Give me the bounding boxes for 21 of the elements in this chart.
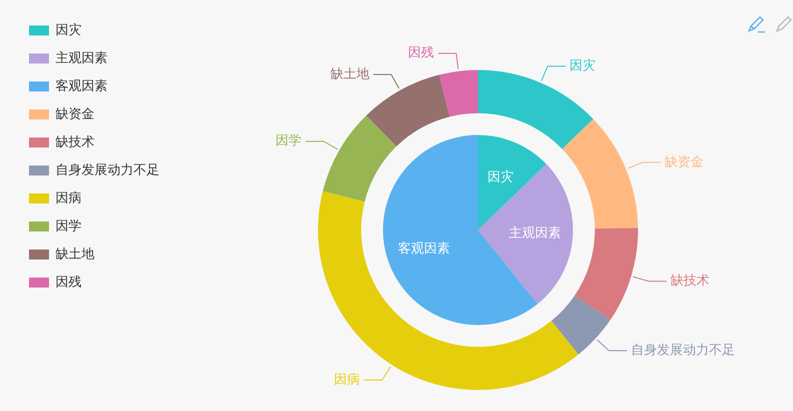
legend-label: 因学 bbox=[56, 218, 82, 234]
legend-label: 缺土地 bbox=[56, 246, 94, 262]
legend-label: 缺资金 bbox=[56, 106, 94, 122]
slice-label: 主观因素 bbox=[508, 224, 561, 241]
legend-label: 主观因素 bbox=[56, 50, 108, 66]
slice-label: 因残 bbox=[408, 46, 434, 61]
slice-label: 因病 bbox=[334, 372, 360, 388]
legend-label: 因病 bbox=[56, 190, 82, 206]
slice-label: 客观因素 bbox=[398, 240, 450, 256]
slice-label: 缺资金 bbox=[664, 154, 704, 170]
slice-label: 自身发展动力不足 bbox=[630, 342, 735, 358]
legend-label: 自身发展动力不足 bbox=[56, 162, 160, 178]
slice-label: 因学 bbox=[276, 134, 302, 149]
legend-label: 因残 bbox=[56, 274, 82, 290]
slice-label: 缺技术 bbox=[670, 274, 710, 289]
legend-label: 缺技术 bbox=[56, 134, 94, 150]
slice-label: 缺土地 bbox=[330, 66, 370, 82]
slice-label: 因灾 bbox=[570, 58, 596, 74]
legend-label: 客观因素 bbox=[56, 78, 108, 94]
legend-label: 因灾 bbox=[56, 22, 82, 38]
slice-label: 因灾 bbox=[487, 168, 514, 185]
